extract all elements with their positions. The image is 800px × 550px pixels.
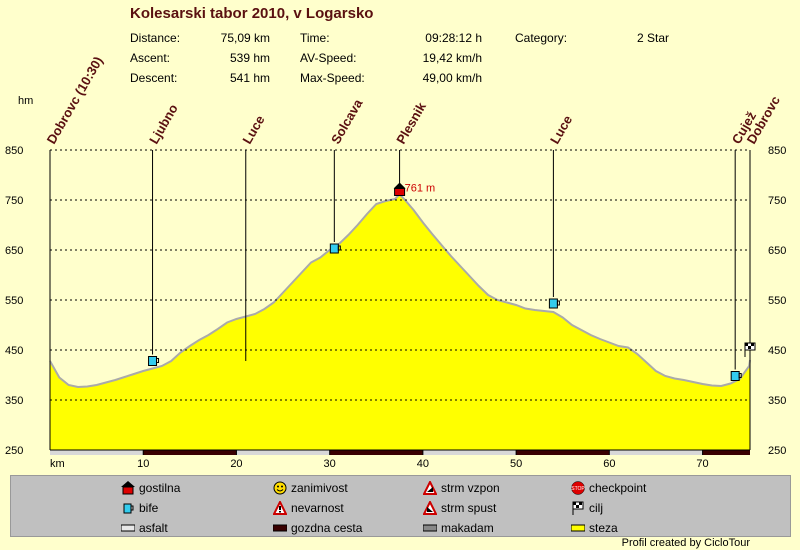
smiley-icon xyxy=(273,481,287,495)
surface-segment xyxy=(329,450,423,455)
surface-segment xyxy=(143,450,237,455)
x-tick-50: 50 xyxy=(510,458,522,470)
waypoint-label: Luce xyxy=(239,113,267,147)
descent-value: 541 hm xyxy=(229,71,270,85)
svg-text:STOP: STOP xyxy=(571,486,585,492)
y-tick-left-550: 550 xyxy=(5,295,23,307)
x-tick-60: 60 xyxy=(603,458,615,470)
page-title: Kolesarski tabor 2010, v Logarsko xyxy=(130,5,374,22)
y-tick-right-650: 650 xyxy=(768,245,786,257)
surface-segment xyxy=(236,450,330,455)
bife-icon xyxy=(730,371,742,381)
category-label: Category: xyxy=(515,31,568,45)
maxspeed-value: 49,00 km/h xyxy=(422,71,482,85)
ascent-value: 539 hm xyxy=(229,51,270,65)
ascent-label: Ascent: xyxy=(130,51,171,65)
surface-segment xyxy=(50,450,144,455)
gostilna-icon xyxy=(393,182,406,196)
surface-segment xyxy=(422,450,517,455)
legend: gostilna zanimivost strm vzpon STOP checkpoi… xyxy=(10,475,791,537)
gray-bar-icon xyxy=(120,521,136,535)
legend-label: gostilna xyxy=(139,481,181,495)
credit-text: Profil created by CicloTour xyxy=(621,537,750,549)
y-axis-label: hm xyxy=(18,95,33,107)
warning-up-icon xyxy=(422,479,438,495)
waypoint-label: Plesnik xyxy=(393,99,429,147)
y-tick-right-850: 850 xyxy=(768,145,786,157)
x-tick-20: 20 xyxy=(230,458,242,470)
y-tick-right-450: 450 xyxy=(768,345,786,357)
legend-label: asfalt xyxy=(139,521,168,535)
x-axis-label: km xyxy=(50,458,65,470)
warning-down-icon xyxy=(422,499,438,515)
elevation-line xyxy=(49,193,751,389)
waypoint-label: Dobrovc (10:30) xyxy=(44,54,106,147)
surface-segment xyxy=(702,450,750,455)
time-value: 09:28:12 h xyxy=(425,31,482,45)
bife-icon xyxy=(548,298,560,309)
elevation-area xyxy=(50,194,750,450)
peak-label: 761 m xyxy=(405,183,436,195)
y-tick-left-650: 650 xyxy=(5,245,23,257)
y-tick-right-350: 350 xyxy=(768,395,786,407)
x-tick-10: 10 xyxy=(137,458,149,470)
stop-icon: STOP xyxy=(571,481,585,495)
legend-label: strm vzpon xyxy=(441,481,500,495)
category-value: 2 Star xyxy=(637,31,670,45)
legend-label: bife xyxy=(139,501,159,515)
y-tick-left-450: 450 xyxy=(5,345,23,357)
distance-value: 75,09 km xyxy=(220,31,270,45)
x-tick-70: 70 xyxy=(696,458,708,470)
time-label: Time: xyxy=(300,31,330,45)
legend-label: makadam xyxy=(441,521,494,535)
cup-icon xyxy=(121,501,135,515)
flag-icon xyxy=(571,501,585,515)
distance-label: Distance: xyxy=(130,31,181,45)
y-tick-right-250: 250 xyxy=(768,445,786,457)
yellow-bar-icon xyxy=(570,521,586,535)
bife-icon xyxy=(329,243,341,254)
descent-label: Descent: xyxy=(130,71,178,85)
avspeed-label: AV-Speed: xyxy=(300,51,357,65)
legend-label: zanimivost xyxy=(291,481,348,495)
danger-icon xyxy=(272,499,288,515)
waypoint-label: Luce xyxy=(547,113,575,147)
avspeed-value: 19,42 km/h xyxy=(422,51,482,65)
cilj-flag-icon xyxy=(744,342,756,357)
house-icon xyxy=(121,481,135,495)
elevation-chart: 250 250 350 350 450 450 550 550 650 650 750 750 850 8… xyxy=(5,54,786,470)
y-tick-right-750: 750 xyxy=(768,195,786,207)
y-tick-right-550: 550 xyxy=(768,295,786,307)
legend-label: cilj xyxy=(589,501,603,515)
legend-label: checkpoint xyxy=(589,481,647,495)
y-tick-left-850: 850 xyxy=(5,145,23,157)
darkgray-bar-icon xyxy=(422,521,438,535)
legend-label: gozdna cesta xyxy=(291,521,363,535)
legend-label: strm spust xyxy=(441,501,497,515)
legend-label: nevarnost xyxy=(291,501,344,515)
y-tick-left-250: 250 xyxy=(5,445,23,457)
maxspeed-label: Max-Speed: xyxy=(300,71,365,85)
waypoint-label: Ljubno xyxy=(146,101,181,146)
legend-label: steza xyxy=(589,521,618,535)
y-tick-left-750: 750 xyxy=(5,195,23,207)
waypoint-label: Solcava xyxy=(328,96,366,147)
y-tick-left-350: 350 xyxy=(5,395,23,407)
x-tick-40: 40 xyxy=(417,458,429,470)
surface-segment xyxy=(516,450,610,455)
surface-segment xyxy=(609,450,703,455)
darkred-bar-icon xyxy=(272,521,288,535)
bife-icon xyxy=(148,356,160,366)
x-tick-30: 30 xyxy=(324,458,336,470)
